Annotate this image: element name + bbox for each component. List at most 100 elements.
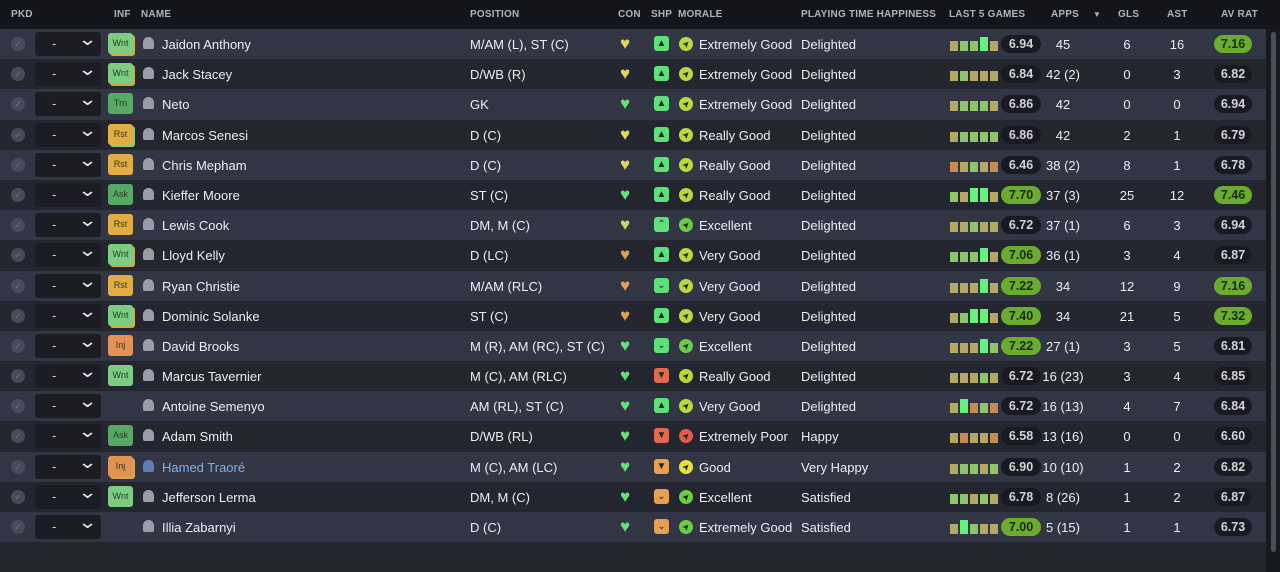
player-name[interactable]: Jefferson Lerma [162,489,256,505]
selection-dropdown[interactable] [35,32,101,56]
picked-checkbox[interactable]: ✓ [11,489,25,504]
chevron-down-icon[interactable]: ⌄ [77,119,98,140]
selection-dropdown[interactable] [35,394,101,419]
col-position[interactable]: POSITION [470,9,520,20]
chevron-down-icon[interactable]: ⌄ [77,270,98,291]
picked-checkbox[interactable]: ✓ [11,248,25,263]
col-con[interactable]: CON [618,9,641,20]
picked-checkbox[interactable]: ✓ [11,278,25,293]
interaction-badge[interactable]: Wnt [108,365,133,387]
interaction-badge[interactable]: Wnt [108,304,133,326]
col-morale[interactable]: MORALE [678,9,723,20]
chevron-down-icon[interactable]: ⌄ [77,149,98,170]
selection-dropdown[interactable] [35,364,101,389]
table-row[interactable]: ✓ - ⌄ Rst Chris Mepham D (C) ♥ ▲ ➤ Really Good Del… [0,149,1266,180]
chevron-down-icon[interactable]: ⌄ [77,330,98,351]
interaction-badge[interactable]: Wnt [108,485,133,507]
selection-dropdown[interactable] [35,62,101,87]
table-row[interactable]: ✓ - ⌄ Inj Hamed Traoré M (C), AM (LC) ♥ ▼ ➤ Good V… [0,451,1266,482]
player-name[interactable]: David Brooks [162,338,240,354]
selection-dropdown[interactable] [35,484,101,509]
scrollbar[interactable] [1271,32,1276,552]
chevron-down-icon[interactable]: ⌄ [77,481,98,502]
col-pkd[interactable]: PKD [11,9,33,20]
table-row-partial[interactable] [0,542,1266,572]
player-name[interactable]: Ryan Christie [162,278,241,294]
picked-checkbox[interactable]: ✓ [11,338,25,353]
picked-checkbox[interactable]: ✓ [11,157,25,172]
col-shp[interactable]: SHP [651,9,673,20]
interaction-badge[interactable]: Wnt [108,33,133,54]
table-row[interactable]: ✓ - ⌄ Antoine Semenyo AM (RL), ST (C) ♥ ▲ ➤ Very… [0,391,1266,422]
table-row[interactable]: ✓ - ⌄ Wnt Jack Stacey D/WB (R) ♥ ▲ ➤ Extremely Go… [0,59,1266,90]
col-name[interactable]: NAME [141,9,172,20]
picked-checkbox[interactable]: ✓ [11,369,25,384]
selection-dropdown[interactable] [35,424,101,449]
picked-checkbox[interactable]: ✓ [11,37,25,51]
interaction-badge[interactable]: Ask [108,183,133,205]
player-name[interactable]: Lewis Cook [162,218,230,234]
chevron-down-icon[interactable]: ⌄ [77,89,98,110]
player-name[interactable]: Jaidon Anthony [162,37,251,52]
chevron-down-icon[interactable]: ⌄ [77,512,98,532]
table-row[interactable]: ✓ - ⌄ Rst Marcos Senesi D (C) ♥ ▲ ➤ Really Good De… [0,119,1266,150]
player-name[interactable]: Antoine Semenyo [162,399,265,415]
selection-dropdown[interactable] [35,515,101,539]
selection-dropdown[interactable] [35,152,101,177]
table-row[interactable]: ✓ - ⌄ Ask Adam Smith D/WB (RL) ♥ ▼ ➤ Extremely Po… [0,421,1266,452]
interaction-badge[interactable]: Inj [108,334,133,356]
col-inf[interactable]: INF [114,9,131,20]
table-row[interactable]: ✓ - ⌄ Wnt Jaidon Anthony M/AM (L), ST (C) ♥ ▲ ➤ E… [0,29,1266,60]
chevron-down-icon[interactable]: ⌄ [77,240,98,261]
selection-dropdown[interactable] [35,303,101,328]
col-last-5-games[interactable]: LAST 5 GAMES [949,9,1026,20]
interaction-badge[interactable]: Rst [108,123,133,145]
col-ast[interactable]: AST [1167,9,1188,20]
picked-checkbox[interactable]: ✓ [11,218,25,233]
table-row[interactable]: ✓ - ⌄ Wnt Dominic Solanke ST (C) ♥ ▲ ➤ Very Good D… [0,300,1266,331]
table-row[interactable]: ✓ - ⌄ Ask Kieffer Moore ST (C) ♥ ▲ ➤ Really Good D… [0,179,1266,211]
interaction-badge[interactable]: Trn [108,93,133,115]
interaction-badge[interactable]: Rst [108,274,133,296]
picked-checkbox[interactable]: ✓ [11,459,25,474]
interaction-badge[interactable]: Ask [108,425,133,447]
player-name[interactable]: Kieffer Moore [162,187,240,203]
player-name[interactable]: Hamed Traoré [162,459,246,475]
chevron-down-icon[interactable]: ⌄ [77,59,98,80]
selection-dropdown[interactable] [35,182,101,207]
selection-dropdown[interactable] [35,333,101,358]
chevron-down-icon[interactable]: ⌄ [77,391,98,412]
selection-dropdown[interactable] [35,122,101,147]
chevron-down-icon[interactable]: ⌄ [77,451,98,472]
table-row[interactable]: ✓ - ⌄ Illia Zabarnyi D (C) ♥ ⌄ ➤ Extremely Good S… [0,512,1266,543]
chevron-down-icon[interactable]: ⌄ [77,29,98,49]
picked-checkbox[interactable]: ✓ [11,520,25,534]
chevron-down-icon[interactable]: ⌄ [77,421,98,442]
player-name[interactable]: Chris Mepham [162,157,247,173]
chevron-down-icon[interactable]: ⌄ [77,210,98,231]
sort-desc-icon[interactable]: ▼ [1093,10,1102,19]
interaction-badge[interactable]: Rst [108,214,133,236]
player-name[interactable]: Neto [162,97,190,113]
col-av-rat[interactable]: AV RAT [1221,9,1258,20]
table-row[interactable]: ✓ - ⌄ Wnt Jefferson Lerma DM, M (C) ♥ ⌄ ➤ Excelle… [0,481,1266,512]
table-row[interactable]: ✓ - ⌄ Wnt Lloyd Kelly D (LC) ♥ ▲ ➤ Very Good Delig… [0,240,1266,271]
picked-checkbox[interactable]: ✓ [11,97,25,112]
selection-dropdown[interactable] [35,213,101,238]
chevron-down-icon[interactable]: ⌄ [77,179,98,200]
player-name[interactable]: Lloyd Kelly [162,248,225,264]
table-row[interactable]: ✓ - ⌄ Rst Ryan Christie M/AM (RLC) ♥ ⌄ ➤ Very Goo… [0,270,1266,301]
selection-dropdown[interactable] [35,454,101,479]
selection-dropdown[interactable] [35,273,101,298]
picked-checkbox[interactable]: ✓ [11,187,25,202]
interaction-badge[interactable]: Rst [108,153,133,175]
player-name[interactable]: Illia Zabarnyi [162,520,236,535]
selection-dropdown[interactable] [35,92,101,117]
picked-checkbox[interactable]: ✓ [11,67,25,82]
interaction-badge[interactable]: Wnt [108,63,133,85]
picked-checkbox[interactable]: ✓ [11,127,25,142]
player-name[interactable]: Marcos Senesi [162,127,248,143]
col-apps[interactable]: APPS [1051,9,1080,20]
table-row[interactable]: ✓ - ⌄ Inj David Brooks M (R), AM (RC), ST (C)… [0,330,1266,362]
player-name[interactable]: Adam Smith [162,429,233,445]
